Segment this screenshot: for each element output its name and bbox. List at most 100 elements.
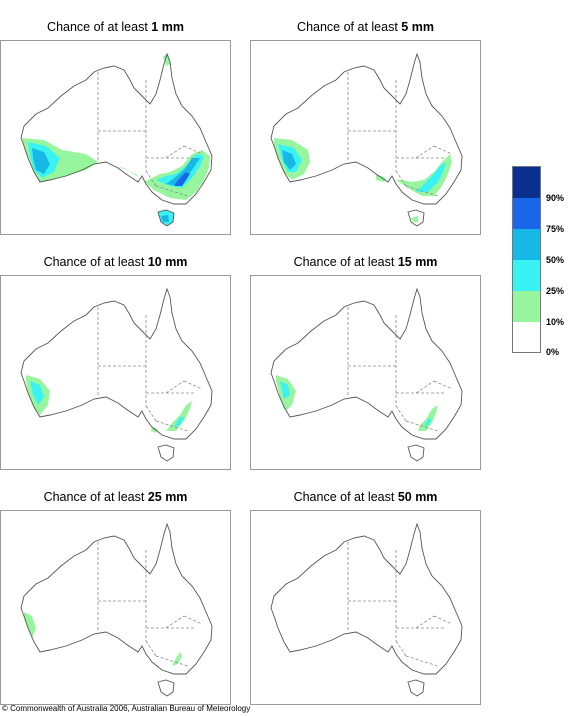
panel-50mm: Chance of at least 50 mm — [250, 490, 481, 706]
tasmania-coastline — [407, 209, 425, 227]
rainfall-map — [0, 510, 231, 705]
legend-label-90: 90% — [546, 193, 565, 203]
legend-label-25: 25% — [546, 286, 565, 296]
legend-swatch-25-50 — [513, 260, 540, 291]
probability-area — [114, 150, 210, 200]
tasmania-coastline — [157, 444, 175, 462]
state-border — [405, 420, 439, 432]
mainland — [21, 289, 212, 439]
state-border — [145, 405, 157, 422]
legend-swatch-75-90 — [513, 198, 540, 229]
probability-area — [174, 172, 190, 186]
state-border — [145, 640, 157, 657]
rainfall-map — [250, 275, 481, 470]
australia-map — [20, 287, 213, 462]
state-border — [405, 185, 439, 197]
australia-map — [20, 522, 213, 697]
tasmania — [408, 445, 424, 461]
coastline — [270, 287, 463, 440]
panel-5mm: Chance of at least 5 mm — [250, 20, 481, 236]
panel-title: Chance of at least 15 mm — [293, 255, 438, 269]
mainland — [21, 524, 212, 674]
coastline — [20, 287, 213, 440]
state-border — [155, 655, 189, 667]
coastline — [20, 52, 213, 205]
state-border — [183, 145, 203, 155]
panel-10mm: Chance of at least 10 mm — [0, 255, 231, 471]
legend-label-75: 75% — [546, 224, 565, 234]
state-border — [433, 380, 453, 390]
probability-area — [396, 154, 452, 196]
panel-25mm: Chance of at least 25 mm — [0, 490, 231, 706]
tasmania — [158, 680, 174, 696]
tasmania-coastline — [407, 444, 425, 462]
panel-title: Chance of at least 10 mm — [43, 255, 188, 269]
state-border — [165, 615, 185, 629]
probability-area — [166, 158, 200, 186]
coastline — [270, 52, 463, 205]
probability-area — [424, 419, 432, 427]
tasmania-coastline — [407, 679, 425, 697]
rainfall-map — [250, 510, 481, 705]
panel-title: Chance of at least 5 mm — [297, 20, 434, 34]
tasmania-coastline — [157, 679, 175, 697]
australia-map — [270, 52, 463, 227]
legend-swatch-10-25 — [513, 291, 540, 322]
copyright-text: © Commonwealth of Australia 2006, Austra… — [2, 704, 251, 713]
australia-map — [270, 287, 463, 462]
state-border — [433, 145, 453, 155]
legend-swatch-0-10 — [513, 322, 540, 352]
probability-area — [24, 612, 36, 638]
legend-swatch-50-75 — [513, 229, 540, 260]
panel-1mm: Chance of at least 1 mm — [0, 20, 231, 236]
probability-area — [282, 150, 296, 170]
mainland — [271, 289, 462, 439]
probability-area — [172, 652, 182, 666]
probability-area — [166, 401, 192, 431]
panel-title: Chance of at least 1 mm — [47, 20, 184, 34]
coastline — [270, 522, 463, 675]
state-border — [405, 655, 439, 667]
probability-area — [174, 417, 184, 427]
mainland — [271, 54, 462, 204]
probability-area — [163, 54, 171, 66]
state-border — [395, 640, 407, 657]
legend-swatch-90-100 — [513, 167, 540, 198]
state-border — [165, 145, 185, 159]
probability-area — [416, 162, 446, 192]
mainland — [271, 524, 462, 674]
legend-label-50: 50% — [546, 255, 565, 265]
state-border — [395, 405, 407, 422]
legend-label-0: 0% — [546, 347, 560, 357]
tasmania — [408, 680, 424, 696]
state-border — [415, 380, 435, 394]
legend-label-10: 10% — [546, 317, 565, 327]
probability-area — [418, 405, 438, 431]
state-border — [155, 185, 189, 197]
state-border — [415, 145, 435, 159]
probability-area — [161, 215, 169, 222]
panel-title: Chance of at least 25 mm — [43, 490, 188, 504]
probability-area — [151, 427, 158, 433]
probability-legend: 90% 75% 50% 25% 10% 0% — [512, 166, 570, 357]
tasmania — [158, 445, 174, 461]
state-border — [183, 615, 203, 625]
state-border — [395, 170, 407, 187]
probability-area — [30, 381, 44, 405]
state-border — [183, 380, 203, 390]
probability-area — [411, 216, 418, 222]
state-border — [433, 615, 453, 625]
rainfall-map — [0, 40, 231, 235]
rainfall-map — [0, 275, 231, 470]
state-border — [155, 420, 189, 432]
australia-map — [20, 52, 213, 227]
panel-15mm: Chance of at least 15 mm — [250, 255, 481, 471]
probability-area — [32, 148, 50, 174]
state-border — [415, 615, 435, 629]
panel-title: Chance of at least 50 mm — [293, 490, 438, 504]
rainfall-map — [250, 40, 481, 235]
tasmania-coastline — [157, 209, 175, 227]
state-border — [145, 170, 157, 187]
coastline — [20, 522, 213, 675]
australia-map — [270, 522, 463, 697]
